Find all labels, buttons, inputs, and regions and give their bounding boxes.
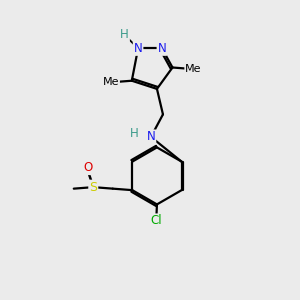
Text: N: N	[147, 130, 155, 143]
Text: H: H	[130, 128, 139, 140]
Text: S: S	[89, 181, 97, 194]
Text: Me: Me	[103, 77, 119, 87]
Text: H: H	[120, 28, 129, 41]
Text: N: N	[134, 42, 142, 55]
Text: Me: Me	[185, 64, 202, 74]
Text: N: N	[158, 42, 166, 55]
Text: Cl: Cl	[151, 214, 162, 227]
Text: O: O	[83, 161, 92, 174]
